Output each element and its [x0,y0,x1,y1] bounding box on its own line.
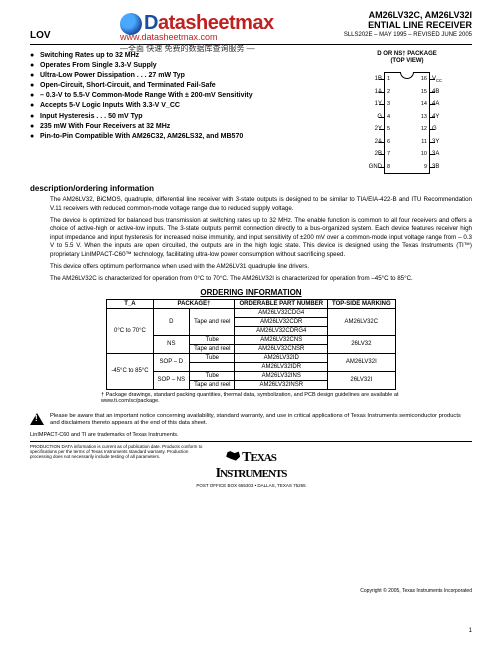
description-body: The AM26LV32, BiCMOS, quadruple, differe… [30,196,472,283]
important-notice: Please be aware that an important notice… [30,413,472,428]
feature-item: Pin-to-Pin Compatible With AM26C32, AM26… [30,132,342,141]
feature-list: Switching Rates up to 32 MHzOperates Fro… [30,51,342,178]
feature-item: – 0.3-V to 5.5-V Common-Mode Range With … [30,91,342,100]
ordering-table: T_A PACKAGE† ORDERABLE PART NUMBER TOP-S… [106,299,395,390]
feature-item: Open-Circuit, Short-Circuit, and Termina… [30,81,342,90]
watermark: Datasheetmax www.datasheetmax.com —全面 快速… [120,12,274,54]
trademark-line: LinIMPACT-C60 and TI are trademarks of T… [30,432,472,438]
feature-item: Accepts 5-V Logic Inputs With 3.3-V V_CC [30,101,342,110]
watermark-cn: —全面 快速 免费的数据库查询服务 — [120,43,274,54]
ordering-footnote: † Package drawings, standard packing qua… [101,392,401,405]
pinout-diagram: D OR NS† PACKAGE (TOP VIEW) 1B11A21Y3G42… [342,51,472,178]
header-left: LOV [30,30,51,41]
feature-item: 235 mW With Four Receivers at 32 MHz [30,122,342,131]
page-number: 1 [469,628,472,634]
section-title-desc: description/ordering information [30,184,472,193]
warning-icon [30,413,44,425]
feature-item: Ultra-Low Power Dissipation . . . 27 mW … [30,71,342,80]
feature-item: Operates From Single 3.3-V Supply [30,61,342,70]
feature-item: Input Hysteresis . . . 50 mV Typ [30,112,342,121]
header-parts: AM26LV32C, AM26LV32I ENTIAL LINE RECEIVE… [344,10,472,41]
ordering-title: ORDERING INFORMATION [30,288,472,297]
copyright: Copyright © 2005, Texas Instruments Inco… [312,588,472,594]
